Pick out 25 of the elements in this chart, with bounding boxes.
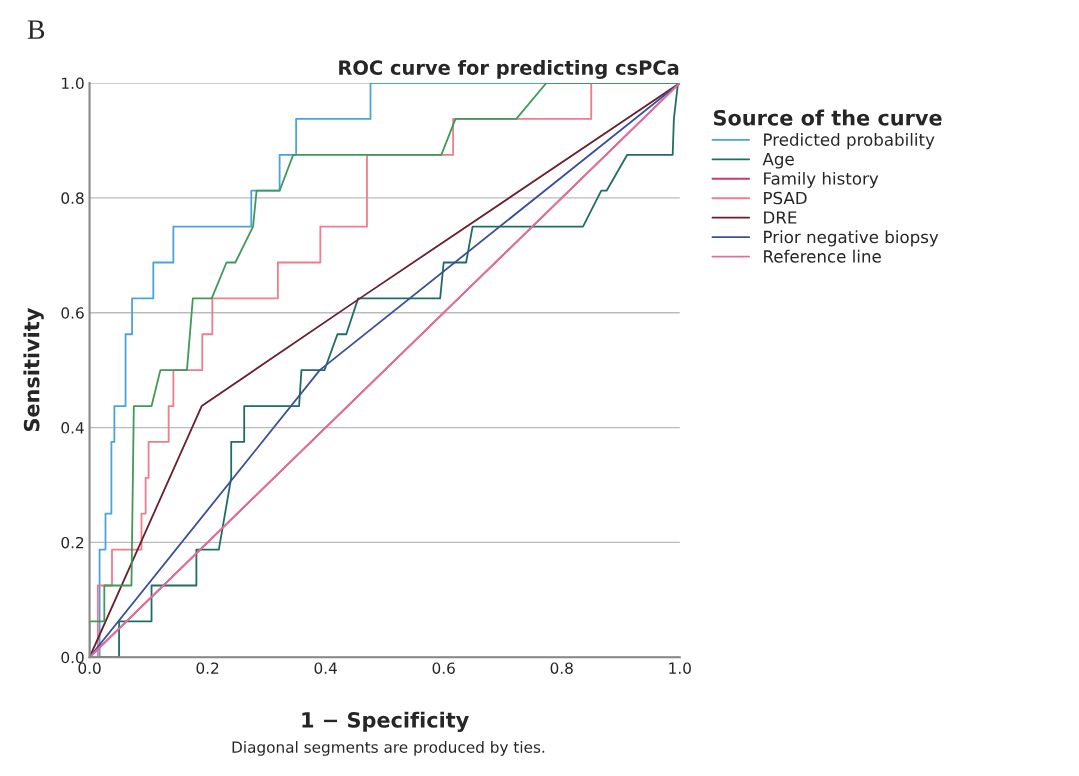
x-tick-label: 0.6 — [432, 662, 455, 674]
x-tick-label: 0.8 — [550, 662, 573, 674]
x-tick-label: 0.2 — [196, 662, 219, 674]
x-tick-label: 1.0 — [669, 662, 691, 674]
legend-label: DRE — [764, 211, 797, 224]
legend-label: Age — [762, 152, 794, 169]
y-axis-title: Sensitivity — [23, 308, 44, 432]
legend-label: PSAD — [764, 191, 807, 205]
y-tick-label: 0.2 — [61, 536, 84, 549]
y-tick-label: 0.8 — [61, 192, 84, 204]
legend-label: Prior negative biopsy — [764, 230, 939, 247]
x-tick-label: 0.4 — [314, 662, 337, 674]
text: Diagonal segments are produced by ties. — [232, 741, 545, 756]
x-axis-title: 1 − Specificity — [302, 711, 469, 732]
x-tick-label: 0.0 — [78, 662, 101, 674]
text: B — [27, 20, 45, 39]
y-tick-label: 0.4 — [61, 422, 84, 434]
y-tick-label: 0.0 — [61, 651, 84, 664]
legend-label: Reference line — [764, 249, 881, 263]
legend-label: Family history — [764, 171, 879, 189]
legend-title: Source of the curve — [713, 109, 942, 126]
legend-label: Predicted probability — [764, 133, 935, 150]
y-tick-label: 0.6 — [61, 307, 84, 319]
y-tick-label: 1.0 — [62, 77, 84, 90]
chart-title: ROC curve for predicting csPCa — [339, 59, 679, 79]
